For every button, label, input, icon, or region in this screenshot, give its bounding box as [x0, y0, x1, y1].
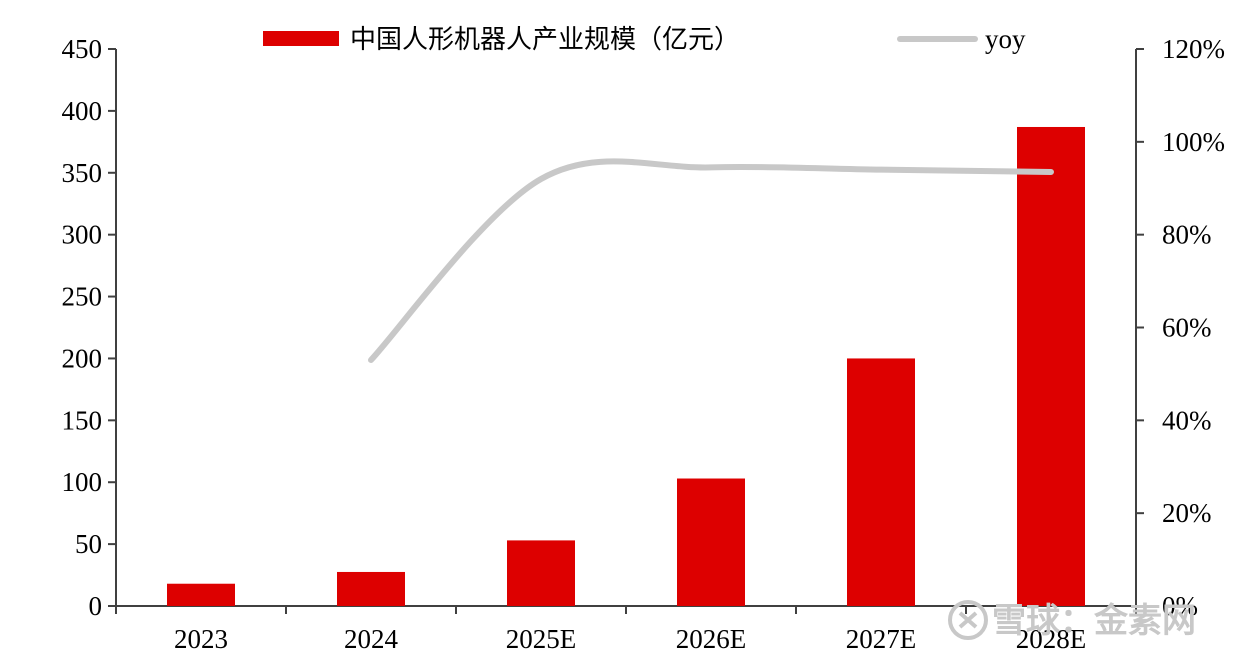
- y-tick-label: 400: [62, 96, 103, 126]
- bar: [1017, 126, 1085, 606]
- axes: 0 50 100 150 200 250 300 350 400 450 0% 20% 40% 60% 80…: [62, 34, 1226, 654]
- y-tick-label: 0: [89, 591, 103, 621]
- y-tick-label: 250: [62, 282, 103, 312]
- bar: [507, 540, 575, 606]
- y-tick-label: 350: [62, 158, 103, 188]
- legend-bar-swatch: [263, 31, 339, 46]
- y-tick-label: 50: [75, 529, 102, 559]
- y-tick-label: 450: [62, 34, 103, 64]
- line-series: [368, 158, 1054, 363]
- x-tick-label: 2023: [174, 624, 228, 654]
- yoy-line: [368, 158, 1054, 363]
- legend-bar-label: 中国人形机器人产业规模（亿元）: [350, 25, 740, 55]
- y-tick-label: 300: [62, 220, 103, 250]
- watermark: 雪球：金素网: [948, 600, 1196, 641]
- x-tick-label: 2026E: [676, 624, 747, 654]
- y-tick-label: 200: [62, 343, 103, 373]
- bar: [337, 571, 405, 606]
- y2-tick-label: 20%: [1162, 498, 1212, 528]
- bar-series: [167, 126, 1085, 606]
- legend-line-label: yoy: [985, 24, 1026, 54]
- watermark-logo-icon: [948, 600, 988, 640]
- x-tick-label: 2025E: [506, 624, 577, 654]
- x-tick-label: 2024: [344, 624, 399, 654]
- x-tick-label: 2028E: [1016, 624, 1087, 654]
- y2-tick-label: 120%: [1162, 34, 1225, 64]
- y2-tick-label: 100%: [1162, 127, 1225, 157]
- y2-tick-label: 0%: [1162, 591, 1198, 621]
- y2-tick-label: 80%: [1162, 220, 1212, 250]
- watermark-text: 雪球：金素网: [992, 601, 1196, 641]
- y2-tick-label: 40%: [1162, 405, 1212, 435]
- x-tick-label: 2027E: [846, 624, 917, 654]
- bar: [677, 478, 745, 606]
- bar: [167, 583, 235, 606]
- y-tick-label: 100: [62, 467, 103, 497]
- bar: [847, 358, 915, 606]
- y-tick-label: 150: [62, 405, 103, 435]
- legend: 中国人形机器人产业规模（亿元） yoy: [263, 24, 1026, 55]
- y2-tick-label: 60%: [1162, 313, 1212, 343]
